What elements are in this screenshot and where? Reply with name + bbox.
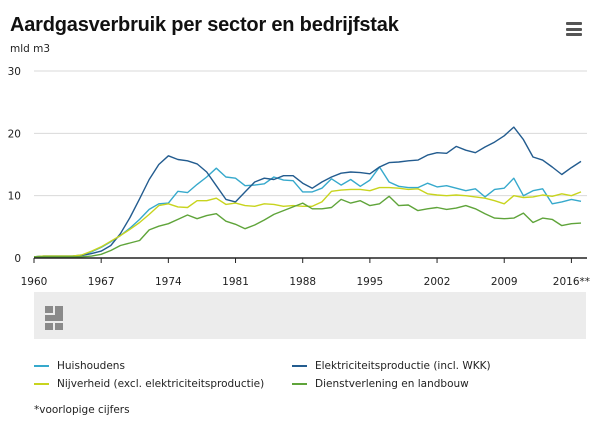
chart-title: Aardgasverbruik per sector en bedrijfsta… [10, 14, 399, 36]
line-chart: 0 10 20 30 1960 1967 1974 1981 1988 1995 2002 2009 2… [8, 66, 590, 288]
hamburger-menu-icon[interactable] [566, 22, 582, 36]
x-tick-label: 1988 [289, 276, 316, 288]
legend-swatch [34, 383, 49, 385]
legend-label: Nijverheid (excl. elektriciteitsproducti… [57, 378, 265, 390]
x-tick-label: 2002 [424, 276, 451, 288]
x-tick-label: 1974 [155, 276, 182, 288]
x-tick-label: 2009 [491, 276, 518, 288]
legend-item-dienstverlening[interactable]: Dienstverlening en landbouw [292, 378, 469, 390]
series-line-1 [33, 126, 582, 258]
legend-label: Dienstverlening en landbouw [315, 378, 469, 390]
legend-item-huishoudens[interactable]: Huishoudens [34, 360, 125, 372]
legend-label: Huishoudens [57, 360, 125, 372]
legend-item-elektriciteitsproductie[interactable]: Elektriciteitsproductie (incl. WKK) [292, 360, 491, 372]
y-tick-label: 10 [8, 191, 21, 203]
x-tick-label: 1967 [88, 276, 115, 288]
y-tick-label: 0 [14, 253, 21, 265]
legend-item-nijverheid[interactable]: Nijverheid (excl. elektriciteitsproducti… [34, 378, 264, 390]
legend-swatch [34, 365, 49, 367]
menu-bar [566, 22, 582, 25]
series-line-2 [33, 186, 582, 258]
menu-bar [566, 33, 582, 36]
y-tick-label: 30 [8, 66, 21, 78]
y-tick-label: 20 [8, 128, 21, 140]
x-tick-label: 1995 [357, 276, 384, 288]
series-line-0 [33, 166, 582, 258]
series-line-3 [34, 195, 582, 258]
footnote: *voorlopige cijfers [34, 404, 130, 416]
legend-swatch [292, 383, 307, 385]
cbs-logo-icon [45, 306, 63, 330]
navigator-band [34, 292, 586, 339]
x-tick-label: 1960 [21, 276, 48, 288]
menu-bar [566, 27, 582, 31]
legend-label: Elektriciteitsproductie (incl. WKK) [315, 360, 491, 372]
y-axis-unit: mld m3 [10, 43, 51, 55]
legend-swatch [292, 365, 307, 367]
x-tick-label: 2016** [553, 276, 590, 288]
x-tick-label: 1981 [222, 276, 249, 288]
